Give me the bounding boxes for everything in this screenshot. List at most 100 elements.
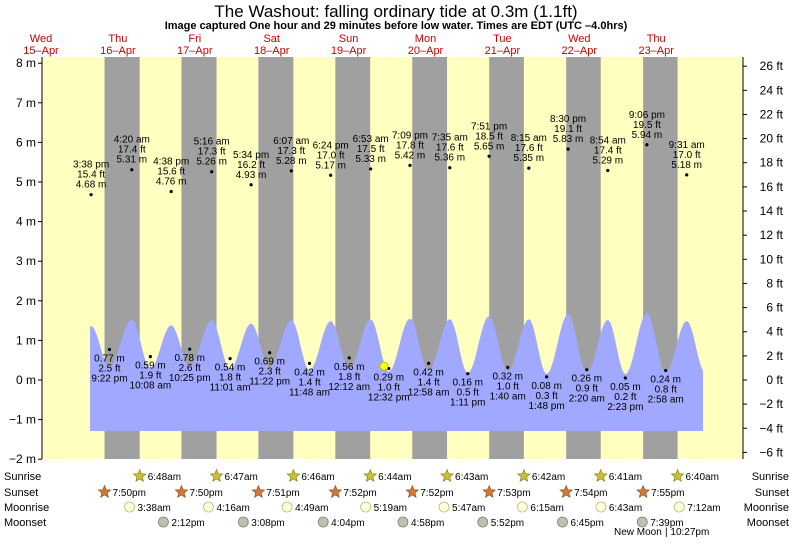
- low-tide-m: 0.26 m: [571, 374, 602, 385]
- low-tide-point: [664, 368, 668, 373]
- row-label-moonrise-left: Moonrise: [4, 502, 49, 514]
- high-tide-point: [210, 170, 214, 174]
- low-tide-time: 10:25 pm: [169, 373, 211, 384]
- moonrise-time: 6:15am: [530, 503, 563, 514]
- high-tide-time: 6:53 am: [353, 134, 389, 145]
- day-name: Fri: [188, 33, 201, 45]
- low-tide-point: [545, 375, 549, 379]
- low-tide-time: 11:48 am: [289, 387, 330, 398]
- day-name: Sat: [263, 33, 280, 45]
- right-tick-label: 4 ft: [766, 325, 783, 339]
- moonset-icon: [477, 516, 489, 528]
- high-tide-point: [566, 147, 570, 151]
- sunrise-time: 6:48am: [148, 472, 181, 483]
- sunset-time: 7:55pm: [651, 488, 684, 499]
- right-tick-label: 2 ft: [766, 349, 783, 363]
- day-date: 15–Apr: [23, 45, 59, 57]
- row-label-sunset-right: Sunset: [755, 487, 789, 499]
- low-tide-point: [623, 376, 627, 380]
- high-tide-time: 8:30 pm: [550, 114, 586, 125]
- moonset-icon: [317, 516, 329, 528]
- left-tick-label: −2 m: [9, 452, 36, 466]
- low-tide-m: 0.78 m: [174, 353, 205, 364]
- current-tide-marker: [379, 361, 389, 371]
- moonset-icon: [557, 516, 568, 528]
- low-tide-ft: 0.8 ft: [655, 384, 677, 395]
- high-tide-point: [408, 163, 412, 167]
- left-tick-label: 0 m: [16, 373, 36, 387]
- low-tide-ft: 0.9 ft: [576, 384, 598, 395]
- low-tide-ft: 2.5 ft: [98, 364, 120, 375]
- high-tide-time: 3:38 pm: [73, 160, 109, 171]
- sunrise-time: 6:47am: [225, 472, 258, 483]
- low-tide-point: [307, 361, 312, 365]
- low-tide-m: 0.05 m: [610, 382, 641, 393]
- left-tick-label: 8 m: [16, 56, 36, 70]
- high-tide-point: [329, 173, 333, 177]
- high-tide-time: 7:35 am: [432, 133, 468, 144]
- sunrise-time: 6:44am: [378, 472, 411, 483]
- right-tick-label: 20 ft: [760, 132, 784, 146]
- day-name: Tue: [493, 33, 512, 45]
- low-tide-m: 0.16 m: [452, 378, 483, 389]
- right-tick-label: 8 ft: [766, 276, 783, 290]
- low-tide-ft: 1.8 ft: [338, 372, 360, 383]
- low-tide-m: 0.77 m: [94, 354, 125, 365]
- sunset-icon: [251, 484, 266, 498]
- high-tide-m: 5.26 m: [196, 157, 227, 168]
- low-tide-time: 1:48 pm: [529, 401, 565, 412]
- low-tide-time: 2:23 pm: [607, 402, 643, 413]
- chart-title: The Washout: falling ordinary tide at 0.…: [214, 2, 577, 21]
- day-date: 18–Apr: [254, 45, 290, 57]
- sunset-icon: [559, 484, 574, 498]
- left-tick-label: 2 m: [16, 294, 36, 308]
- low-tide-ft: 1.4 ft: [298, 377, 320, 388]
- row-label-moonset-left: Moonset: [4, 517, 46, 529]
- sunrise-icon: [132, 468, 147, 482]
- day-date: 20–Apr: [408, 45, 444, 57]
- high-tide-m: 4.93 m: [236, 170, 267, 181]
- sunset-time: 7:50pm: [189, 488, 222, 499]
- high-tide-m: 4.76 m: [156, 177, 187, 188]
- high-tide-ft: 17.6 ft: [436, 143, 464, 154]
- high-tide-point: [606, 168, 610, 173]
- high-tide-time: 7:09 pm: [392, 130, 428, 141]
- low-tide-point: [107, 347, 112, 352]
- low-tide-time: 11:22 pm: [249, 377, 290, 388]
- low-tide-m: 0.54 m: [215, 363, 246, 374]
- sunrise-time: 6:46am: [301, 472, 334, 483]
- sunset-time: 7:52pm: [343, 488, 376, 499]
- left-tick-label: 4 m: [16, 215, 36, 229]
- tide-area: [90, 313, 703, 431]
- high-tide-ft: 18.5 ft: [475, 131, 503, 142]
- moonset-time: 2:12pm: [171, 518, 204, 529]
- moonrise-icon: [203, 501, 214, 513]
- high-tide-time: 6:24 pm: [313, 140, 349, 151]
- row-label-sunrise-right: Sunrise: [752, 471, 789, 483]
- low-tide-m: 0.42 m: [294, 367, 325, 378]
- high-tide-time: 6:07 am: [273, 136, 309, 147]
- high-tide-point: [645, 143, 649, 147]
- high-tide-m: 5.17 m: [315, 160, 346, 171]
- low-tide-point: [506, 365, 510, 369]
- low-tide-ft: 1.9 ft: [139, 371, 161, 382]
- row-label-moonset-right: Moonset: [747, 517, 789, 529]
- sunrise-time: 6:40am: [686, 472, 719, 483]
- low-tide-ft: 1.0 ft: [378, 383, 400, 394]
- low-tide-m: 0.32 m: [492, 371, 523, 382]
- low-tide-time: 1:11 pm: [450, 398, 485, 409]
- left-tick-label: 7 m: [16, 96, 36, 110]
- day-date: 19–Apr: [331, 45, 367, 57]
- high-tide-point: [130, 168, 134, 172]
- moonrise-icon: [360, 501, 372, 513]
- moonrise-time: 5:47am: [452, 503, 485, 514]
- sunset-icon: [174, 484, 189, 498]
- high-tide-ft: 17.0 ft: [673, 150, 701, 161]
- low-tide-ft: 1.8 ft: [219, 373, 241, 384]
- left-tick-label: 1 m: [16, 333, 36, 347]
- sunset-time: 7:51pm: [266, 488, 299, 499]
- low-tide-ft: 2.3 ft: [259, 367, 281, 378]
- low-tide-m: 0.29 m: [373, 373, 404, 384]
- astronomy-rows: Sunrise Sunrise Sunset Sunset Moonrise Moonri…: [4, 468, 789, 538]
- right-tick-label: 26 ft: [760, 59, 784, 73]
